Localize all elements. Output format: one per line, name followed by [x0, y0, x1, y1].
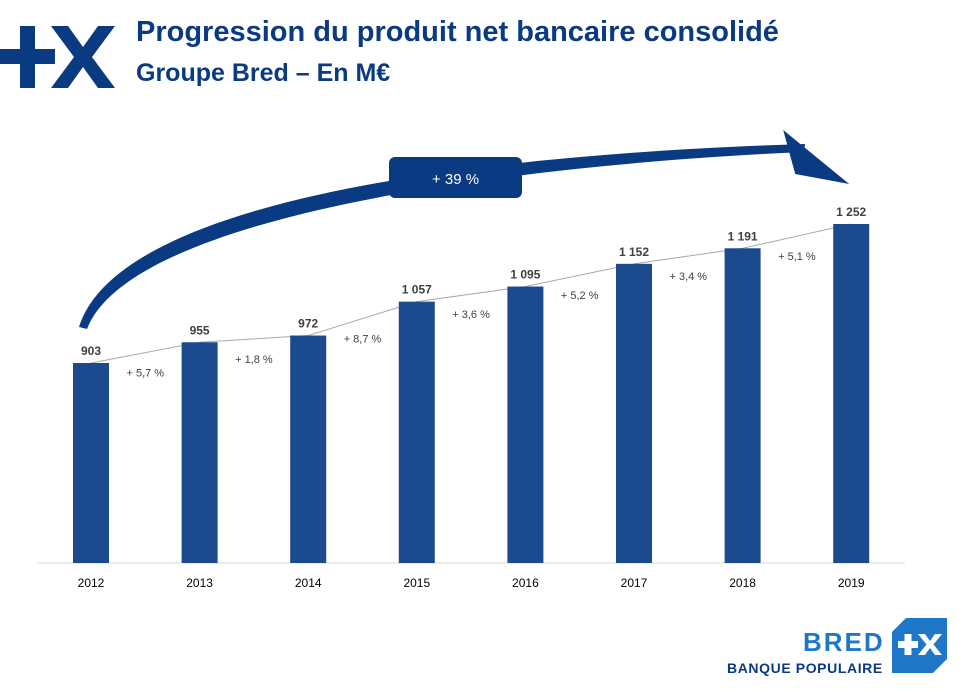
- bar-2018: [724, 248, 761, 563]
- total-growth-callout: [389, 157, 522, 198]
- brand-name: BRED: [803, 627, 885, 657]
- plus-x-logo-icon: [0, 26, 115, 88]
- bar-2012: [73, 363, 109, 563]
- bar-2016: [507, 286, 544, 563]
- x-tick-label-2014: 2014: [295, 576, 322, 590]
- bar-2017: [616, 263, 652, 563]
- x-tick-label-2019: 2019: [838, 576, 865, 590]
- x-tick-label-2015: 2015: [403, 576, 430, 590]
- value-label-2012: 903: [81, 344, 101, 358]
- total-growth-label: + 39 %: [432, 171, 479, 188]
- bar-2014: [290, 335, 327, 563]
- bar-2019: [833, 224, 870, 563]
- x-tick-label-2018: 2018: [729, 576, 756, 590]
- value-label-2017: 1 152: [619, 245, 649, 259]
- value-label-2019: 1 252: [836, 205, 866, 219]
- value-label-2018: 1 191: [728, 229, 758, 243]
- growth-label-6: + 3,4 %: [669, 271, 707, 283]
- chart-subtitle: Groupe Bred – En M€: [136, 59, 391, 87]
- bar-2013: [181, 342, 218, 563]
- value-label-2015: 1 057: [402, 283, 432, 297]
- chart-title: Progression du produit net bancaire cons…: [136, 16, 779, 48]
- value-label-2016: 1 095: [510, 268, 540, 282]
- growth-label-5: + 5,2 %: [561, 290, 599, 302]
- growth-label-3: + 8,7 %: [344, 334, 382, 346]
- growth-label-2: + 1,8 %: [235, 354, 273, 366]
- growth-label-7: + 5,1 %: [778, 251, 816, 263]
- x-tick-label-2017: 2017: [621, 576, 648, 590]
- x-tick-label-2013: 2013: [186, 576, 213, 590]
- total-growth-arrowhead: [783, 130, 850, 184]
- growth-label-1: + 5,7 %: [126, 368, 164, 380]
- bar-2015: [398, 301, 435, 563]
- value-label-2014: 972: [298, 317, 318, 331]
- growth-label-4: + 3,6 %: [452, 309, 490, 321]
- brand-block: BRED BANQUE POPULAIRE: [727, 618, 947, 684]
- plus-x-icon: [892, 618, 947, 673]
- value-label-2013: 955: [190, 323, 210, 337]
- x-tick-label-2012: 2012: [78, 576, 105, 590]
- x-tick-label-2016: 2016: [512, 576, 539, 590]
- brand-tagline: BANQUE POPULAIRE: [727, 660, 883, 676]
- connector-line: [90, 223, 852, 364]
